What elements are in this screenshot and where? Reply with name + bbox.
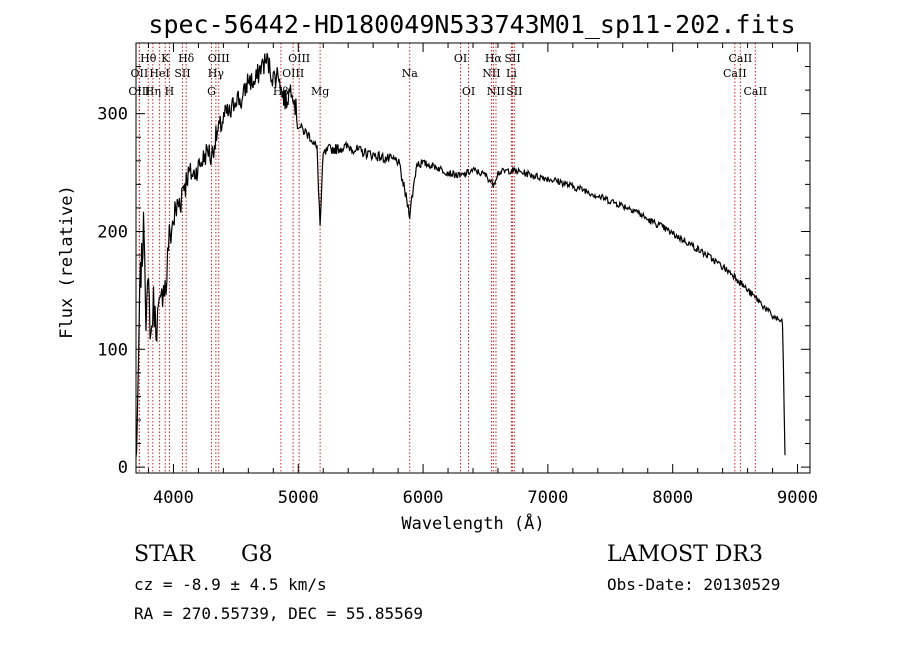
y-tick-label: 200 [97, 222, 128, 242]
x-tick-label: 6000 [403, 488, 444, 508]
line-label: OIII [282, 67, 304, 80]
line-label: Mg [311, 85, 329, 98]
obs-date-text: Obs-Date: 20130529 [607, 575, 780, 594]
line-label: CaII [723, 67, 747, 80]
line-label: SII [506, 85, 522, 98]
y-tick-label: 0 [118, 458, 128, 478]
survey-label: LAMOST DR3 [607, 542, 763, 567]
spectral-line-markers [138, 43, 756, 473]
coordinates-text: RA = 270.55739, DEC = 55.85569 [134, 604, 423, 623]
line-label: CaII [743, 85, 767, 98]
y-tick-label: 300 [97, 105, 128, 125]
line-label: OIII [288, 52, 310, 65]
line-label: Na [402, 67, 419, 80]
y-axis-ticks: 0 100 200 300 [97, 66, 810, 478]
line-label: NII [482, 67, 500, 80]
line-label: Hθ [140, 52, 157, 65]
line-label: OIII [128, 85, 150, 98]
plot-frame [135, 42, 811, 474]
x-tick-label: 7000 [527, 488, 568, 508]
line-label: OII [131, 67, 149, 80]
x-tick-label: 4000 [153, 488, 194, 508]
line-label: OI [454, 52, 467, 65]
y-axis-label: Flux (relative) [57, 185, 77, 339]
x-tick-label: 8000 [652, 488, 693, 508]
line-label: HeI [149, 67, 169, 80]
line-label: H [165, 85, 175, 98]
line-label: CaII [729, 52, 753, 65]
line-label: OI [462, 85, 475, 98]
line-label: Hδ [178, 52, 195, 65]
x-axis-label: Wavelength (Å) [401, 512, 544, 534]
line-label: Hγ [208, 67, 225, 80]
chart-title: spec-56442-HD180049N533743M01_sp11-202.f… [148, 10, 795, 39]
y-tick-label: 100 [97, 340, 128, 360]
x-tick-label: 9000 [777, 488, 818, 508]
x-axis-ticks: 4000 5000 6000 7000 8000 9000 [147, 43, 818, 508]
line-label: K [161, 52, 170, 65]
line-label: G [207, 85, 216, 98]
line-label: Hα [485, 52, 503, 65]
line-label: Li [506, 67, 517, 80]
line-label: NII [487, 85, 505, 98]
line-label: SII [174, 67, 190, 80]
line-label: SII [504, 52, 520, 65]
line-label: Hη [145, 85, 161, 98]
object-subclass: G8 [241, 542, 273, 567]
line-label: OIII [208, 52, 230, 65]
redshift-text: cz = -8.9 ± 4.5 km/s [134, 575, 327, 594]
x-tick-label: 5000 [278, 488, 319, 508]
spectrum-series-line [135, 52, 786, 458]
object-class-label: STAR [134, 542, 196, 567]
